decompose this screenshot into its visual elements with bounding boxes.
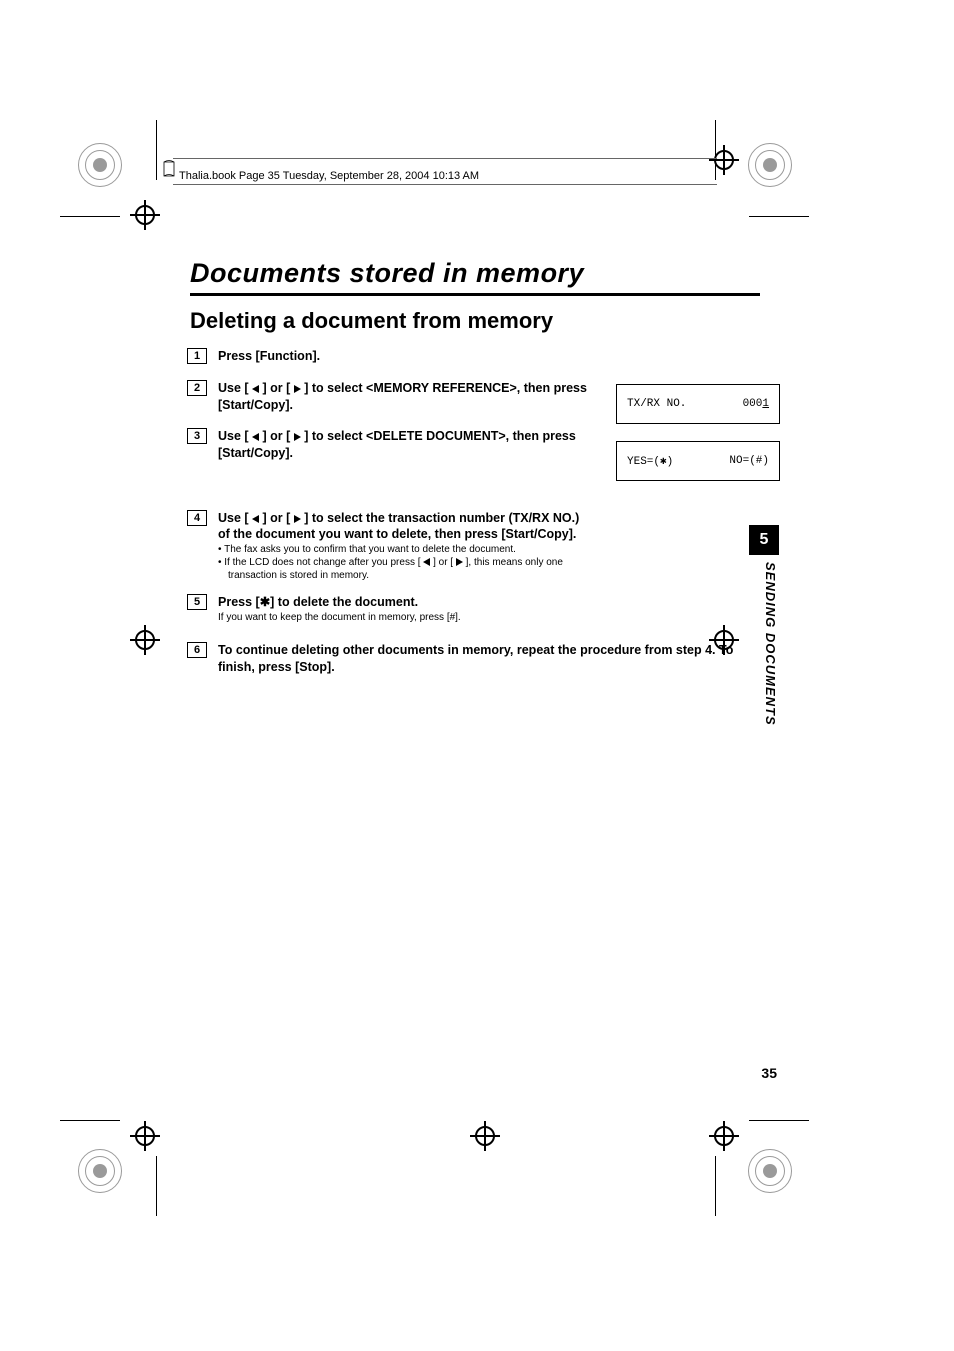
crop-line: [156, 120, 157, 180]
crop-line: [60, 216, 120, 217]
step-6: 6 To continue deleting other documents i…: [190, 642, 760, 676]
arrow-right-icon: [294, 385, 301, 393]
step-number: 1: [187, 348, 207, 364]
arrow-left-icon: [252, 385, 259, 393]
step-number: 3: [187, 428, 207, 444]
main-title: Documents stored in memory: [190, 258, 760, 289]
regmark-icon: [748, 143, 792, 187]
step-number: 4: [187, 510, 207, 526]
step-1: 1 Press [Function].: [190, 348, 760, 366]
book-icon: [163, 160, 177, 180]
arrow-left-icon: [252, 515, 259, 523]
lcd-display-2: YES=(✱) NO=(#): [616, 441, 780, 481]
header-text: Thalia.book Page 35 Tuesday, September 2…: [179, 170, 479, 182]
crosshair-icon: [130, 625, 160, 655]
page-number: 35: [761, 1065, 777, 1081]
lcd-display-1: TX/RX NO. 0001: [616, 384, 780, 424]
title-rule: [190, 293, 760, 296]
chapter-label: SENDING DOCUMENTS: [763, 562, 778, 726]
step-5: 5 Press [✱] to delete the document. If y…: [190, 594, 760, 624]
lcd-right: 0001: [743, 398, 769, 410]
step-text: To continue deleting other documents in …: [218, 642, 738, 676]
lcd-left: YES=(✱): [627, 454, 673, 468]
step-number: 6: [187, 642, 207, 658]
sub-title: Deleting a document from memory: [190, 308, 760, 334]
step-text: Press [Function].: [218, 348, 588, 365]
crosshair-icon: [709, 1121, 739, 1151]
crosshair-icon: [130, 200, 160, 230]
header-rule: [173, 158, 717, 159]
crosshair-icon: [130, 1121, 160, 1151]
step-text: Use [ ] or [ ] to select the transaction…: [218, 510, 588, 544]
step-number: 2: [187, 380, 207, 396]
step-4: 4 Use [ ] or [ ] to select the transacti…: [190, 510, 760, 583]
step-sub: • The fax asks you to confirm that you w…: [228, 543, 588, 556]
step-text: Use [ ] or [ ] to select <MEMORY REFEREN…: [218, 380, 588, 414]
regmark-icon: [78, 143, 122, 187]
arrow-right-icon: [294, 515, 301, 523]
step-text: Use [ ] or [ ] to select <DELETE DOCUMEN…: [218, 428, 588, 462]
page: Thalia.book Page 35 Tuesday, September 2…: [0, 0, 954, 1351]
step-sub: • If the LCD does not change after you p…: [228, 556, 588, 582]
header-rule: [173, 184, 717, 185]
arrow-left-icon: [252, 433, 259, 441]
chapter-tab: 5: [749, 525, 779, 555]
crosshair-icon: [709, 145, 739, 175]
lcd-right: NO=(#): [729, 455, 769, 467]
regmark-icon: [78, 1149, 122, 1193]
regmark-icon: [748, 1149, 792, 1193]
step-number: 5: [187, 594, 207, 610]
step-text: Press [✱] to delete the document.: [218, 594, 588, 611]
crop-line: [715, 1156, 716, 1216]
crop-line: [749, 216, 809, 217]
crop-line: [156, 1156, 157, 1216]
chapter-number: 5: [760, 531, 769, 549]
crop-line: [749, 1120, 809, 1121]
crop-line: [60, 1120, 120, 1121]
crosshair-icon: [470, 1121, 500, 1151]
lcd-left: TX/RX NO.: [627, 398, 686, 410]
arrow-right-icon: [294, 433, 301, 441]
step-sub: If you want to keep the document in memo…: [218, 611, 588, 624]
arrow-right-icon: [456, 558, 463, 566]
